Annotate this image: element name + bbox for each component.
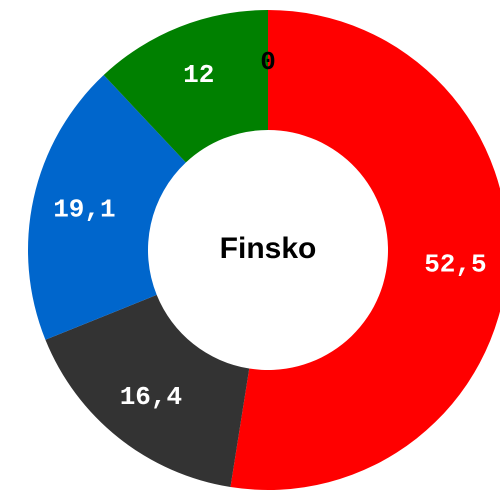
data-label: 16,4 bbox=[120, 382, 182, 412]
donut-segment bbox=[45, 294, 250, 488]
data-label: 52,5 bbox=[424, 250, 486, 280]
data-label: 19,1 bbox=[53, 194, 115, 224]
donut-segment bbox=[103, 9, 268, 163]
donut-segment bbox=[27, 75, 186, 340]
chart-title: Finsko bbox=[220, 232, 317, 265]
donut-segment bbox=[230, 10, 500, 490]
data-label: 12 bbox=[183, 60, 214, 90]
data-label: 0 bbox=[260, 47, 276, 77]
